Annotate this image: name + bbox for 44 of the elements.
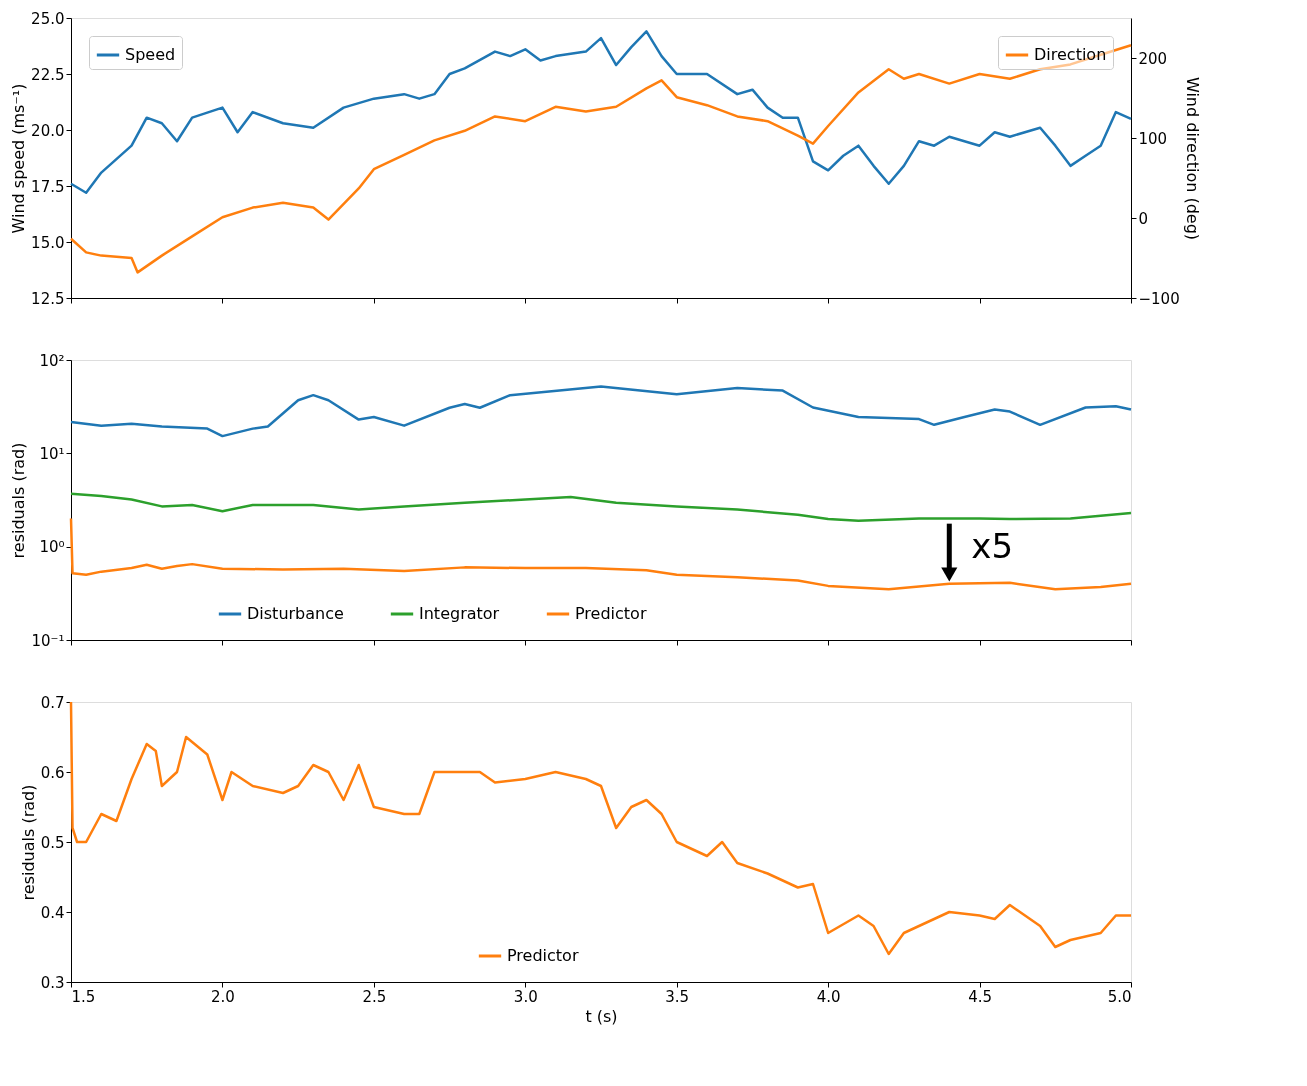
y2-tick-label: −100	[1138, 289, 1180, 308]
legend-label: Direction	[1034, 45, 1107, 64]
y2-tick-label: 0	[1138, 209, 1149, 228]
line-series	[69, 385, 1133, 438]
y-tick-label: 17.5	[31, 177, 65, 196]
y-tick-label: 10⁰	[39, 538, 65, 557]
y-tick-label: 25.0	[31, 9, 65, 28]
legend-label: Speed	[125, 45, 176, 64]
legend-label: Predictor	[575, 604, 647, 623]
y-tick-label: 0.4	[40, 903, 65, 922]
y-tick-label: 12.5	[31, 289, 65, 308]
y-tick-label: 0.3	[40, 973, 65, 992]
y-tick-label: 22.5	[31, 65, 65, 84]
y2-axis-title: Wind direction (deg)	[1182, 76, 1202, 241]
line-series	[69, 492, 1133, 522]
y-tick-label: 15.0	[31, 233, 65, 252]
line-series	[69, 517, 1133, 591]
y-tick-label: 10⁻¹	[31, 631, 65, 650]
x-tick-label: 4.5	[968, 987, 992, 1006]
annotation: x5	[971, 526, 1014, 567]
y-tick-label: 10²	[39, 351, 65, 370]
x-tick-label: 2.0	[211, 987, 235, 1006]
y2-tick-label: 100	[1138, 129, 1168, 148]
x-tick-label: 3.5	[665, 987, 690, 1006]
x-tick-label: 3.0	[513, 987, 538, 1006]
x-tick-label: 5.0	[1107, 987, 1132, 1006]
y-tick-label: 0.7	[40, 693, 65, 712]
y-axis-title: residuals (rad)	[9, 442, 29, 559]
legend-label: Disturbance	[247, 604, 344, 623]
y-axis-title: Wind speed (ms⁻¹)	[9, 83, 29, 234]
line-series	[69, 30, 1133, 194]
line-series	[69, 43, 1133, 274]
x-axis-title: t (s)	[585, 1006, 618, 1026]
y2-tick-label: 200	[1138, 49, 1168, 68]
y-tick-label: 0.5	[40, 833, 65, 852]
x-tick-label: 2.5	[362, 987, 387, 1006]
legend-label: Predictor	[507, 946, 579, 965]
x-tick-label: 4.0	[816, 987, 841, 1006]
y-tick-label: 10¹	[39, 444, 65, 463]
x-tick-label: 1.5	[71, 987, 96, 1006]
y-tick-label: 20.0	[31, 121, 65, 140]
legend-label: Integrator	[419, 604, 500, 623]
y-axis-title: residuals (rad)	[18, 784, 38, 901]
y-tick-label: 0.6	[40, 763, 65, 782]
